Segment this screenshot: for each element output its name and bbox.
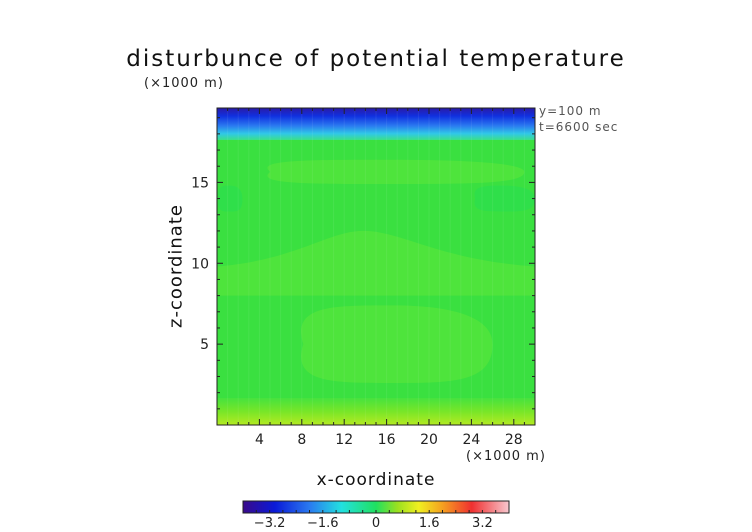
x-tick-label: 4 (255, 432, 264, 448)
top-cold-band (217, 108, 535, 140)
x-tick-label: 8 (297, 432, 306, 448)
contour-region-left-cool (218, 185, 243, 212)
time-annotation: t=6600 sec (539, 120, 619, 134)
colorbar-tick-label: −3.2 (254, 516, 286, 531)
colorbar-tick-label: 0 (372, 516, 380, 531)
y-position-annotation: y=100 m (539, 104, 602, 118)
x-tick-label: 12 (335, 432, 353, 448)
y-unit-label: (×1000 m) (144, 76, 224, 91)
x-axis-label: x-coordinate (316, 470, 436, 490)
contour-region-right-cool (474, 185, 535, 212)
colorbar-tick-label: 1.6 (419, 516, 440, 531)
y-tick-label: 10 (191, 256, 209, 272)
x-tick-label: 16 (378, 432, 396, 448)
y-tick-label: 5 (200, 337, 209, 353)
x-tick-label: 20 (420, 432, 438, 448)
contour-region-lower-warm (301, 305, 493, 383)
x-unit-label: (×1000 m) (466, 449, 546, 464)
colorbar: −3.2 −1.6 0 1.6 3.2 (242, 500, 510, 531)
plot-area (217, 108, 535, 425)
y-axis-label: z-coordinate (165, 204, 187, 328)
colorbar-tick-label: −1.6 (307, 516, 339, 531)
x-tick-label: 28 (505, 432, 523, 448)
bottom-warm-band (217, 398, 535, 425)
x-tick-label: 24 (462, 432, 480, 448)
contour-region-upper-warm (267, 159, 525, 185)
contour-region-mid-lower (217, 230, 535, 296)
y-tick-label: 15 (191, 175, 209, 191)
colorbar-tick-label: 3.2 (472, 516, 493, 531)
chart-title: disturbunce of potential temperature (126, 46, 626, 72)
